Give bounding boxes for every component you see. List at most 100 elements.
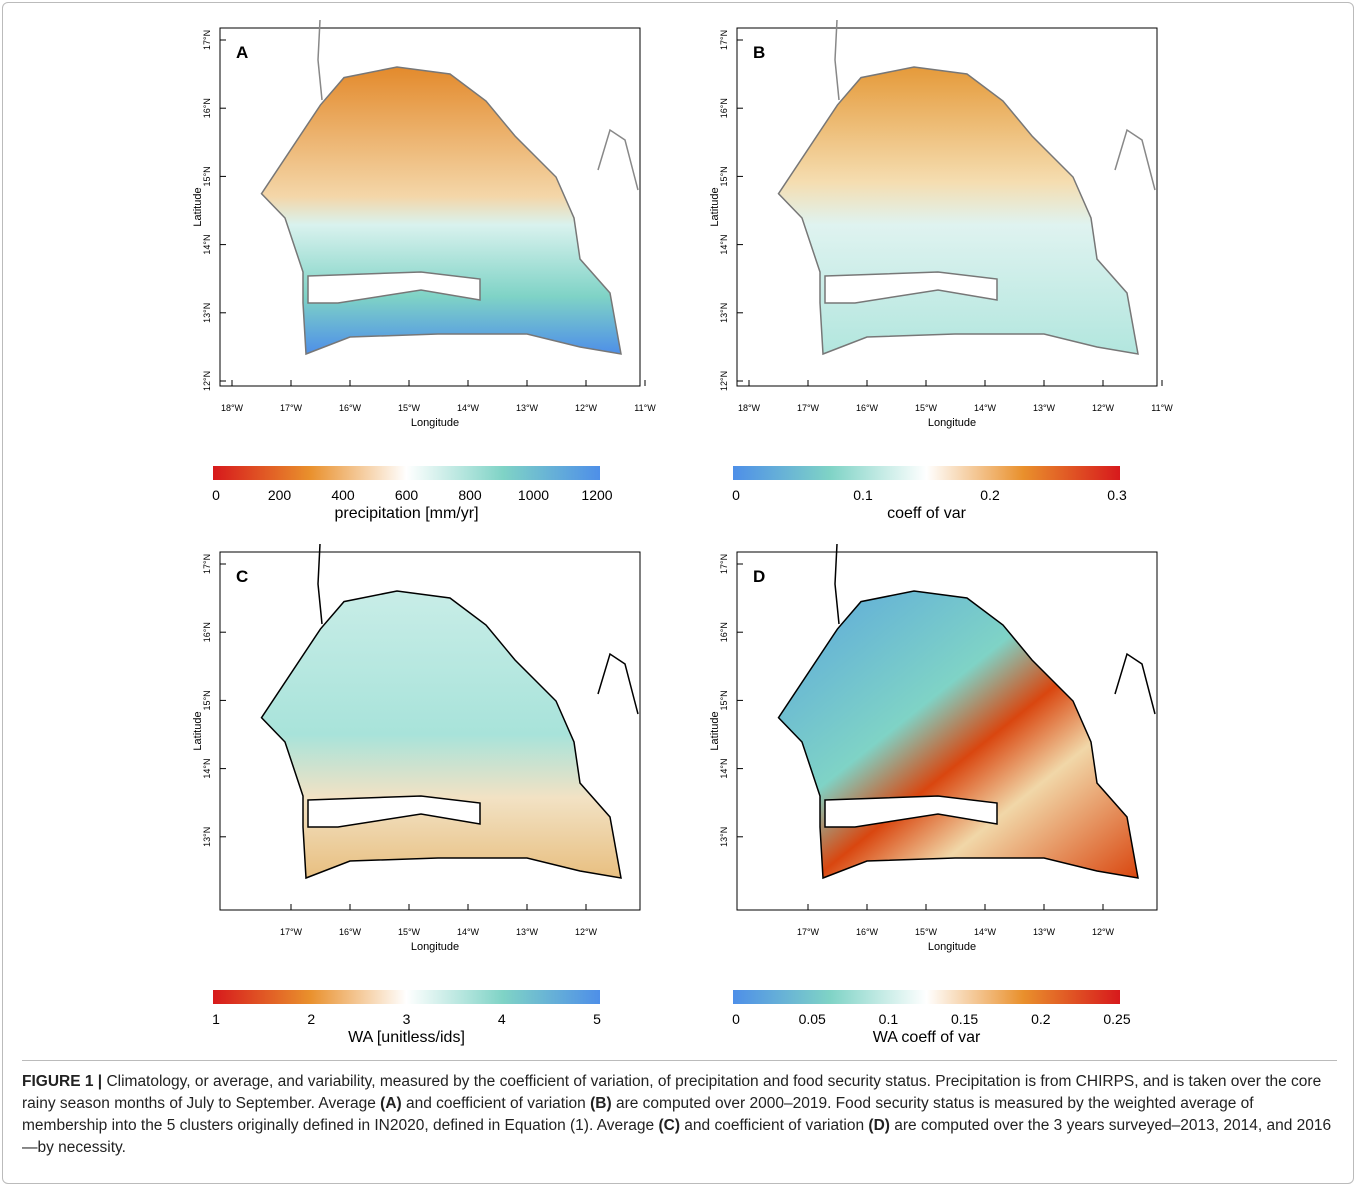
colorbar-tick-label: 5 [593, 1011, 601, 1027]
x-tick-label: 12°W [575, 927, 598, 937]
x-tick-label: 13°W [1033, 403, 1056, 413]
y-tick-label: 13°N [719, 827, 729, 847]
caption-run: Climatology, or average, and variability… [22, 1073, 1322, 1112]
x-tick-label: 15°W [398, 927, 421, 937]
y-tick-label: 17°N [719, 30, 729, 50]
panel-label: D [753, 567, 765, 586]
caption-run: are computed over 2000–2019. Food securi… [22, 1095, 1254, 1134]
border-east [597, 652, 639, 715]
senegal-region [777, 66, 1139, 355]
colorbar-tick-label: 0.15 [951, 1011, 978, 1027]
colorbar-tick-label: 0.25 [1103, 1011, 1130, 1027]
y-tick-label: 17°N [202, 554, 212, 574]
x-tick-label: 15°W [915, 927, 938, 937]
colorbar-tick-label: 0.2 [1031, 1011, 1051, 1027]
colorbar-tick-label: 800 [458, 487, 482, 503]
x-tick-label: 18°W [221, 403, 244, 413]
x-axis-title: Longitude [411, 941, 459, 953]
colorbar-tick-label: 1 [212, 1011, 220, 1027]
colorbar [733, 466, 1120, 480]
map-panel: C 17°W 16°W 15°W 14°W 13°W 12°W Longitude 17°N 16… [192, 543, 641, 1046]
colorbar-tick-label: 0 [212, 487, 220, 503]
colorbar-tick-label: 200 [268, 487, 292, 503]
coastline [834, 19, 840, 101]
y-tick-label: 13°N [202, 827, 212, 847]
coastline [317, 19, 323, 101]
coastline [317, 543, 323, 625]
x-tick-label: 11°W [1151, 403, 1173, 413]
figure: A 18°W 17°W 16°W 15°W 14°W 13°W 12°W 11°W Longitu… [192, 19, 1173, 1046]
panel-label: B [753, 43, 765, 62]
caption: FIGURE 1 | Climatology, or average, and … [22, 1060, 1337, 1159]
y-axis-title: Latitude [709, 711, 721, 750]
x-tick-label: 16°W [856, 927, 879, 937]
map-panel: A 18°W 17°W 16°W 15°W 14°W 13°W 12°W 11°W Longitu… [192, 19, 656, 522]
x-tick-label: 13°W [1033, 927, 1056, 937]
map-frame [736, 551, 1158, 911]
y-tick-label: 15°N [719, 690, 729, 710]
colorbar-tick-label: 0.1 [853, 487, 873, 503]
x-tick-label: 13°W [516, 403, 539, 413]
colorbar-tick-label: 400 [331, 487, 355, 503]
y-axis-title: Latitude [192, 187, 204, 226]
y-tick-label: 16°N [719, 98, 729, 118]
colorbar [733, 990, 1120, 1004]
colorbar-tick-label: 0.2 [980, 487, 1000, 503]
x-tick-label: 17°W [797, 403, 820, 413]
y-tick-label: 16°N [202, 622, 212, 642]
border-east [1114, 652, 1156, 715]
colorbar [213, 466, 600, 480]
x-tick-label: 12°W [1092, 403, 1115, 413]
x-tick-label: 16°W [339, 927, 362, 937]
caption-run: and coefficient of variation [680, 1117, 869, 1134]
x-tick-label: 15°W [398, 403, 421, 413]
senegal-region [260, 66, 622, 355]
x-axis-title: Longitude [411, 417, 459, 429]
caption-run: and coefficient of variation [401, 1095, 591, 1112]
x-tick-label: 16°W [856, 403, 879, 413]
map-panel: B 18°W 17°W 16°W 15°W 14°W 13°W 12°W 11°W Longitu… [709, 19, 1173, 522]
colorbar-tick-label: 0.3 [1107, 487, 1127, 503]
panel-label: A [236, 43, 248, 62]
colorbar-tick-label: 1000 [518, 487, 549, 503]
x-tick-label: 17°W [280, 927, 303, 937]
y-tick-label: 12°N [202, 371, 212, 391]
colorbar-tick-label: 0 [732, 487, 740, 503]
colorbar-tick-label: 0.05 [799, 1011, 826, 1027]
caption-run: (D) [868, 1117, 890, 1134]
x-tick-label: 13°W [516, 927, 539, 937]
x-tick-label: 17°W [280, 403, 303, 413]
y-tick-label: 16°N [719, 622, 729, 642]
colorbar-tick-label: 0 [732, 1011, 740, 1027]
y-tick-label: 16°N [202, 98, 212, 118]
colorbar [213, 990, 600, 1004]
map-frame [736, 27, 1158, 387]
x-tick-label: 11°W [634, 403, 656, 413]
map-frame [219, 27, 641, 387]
x-tick-label: 16°W [339, 403, 362, 413]
y-tick-label: 14°N [202, 235, 212, 255]
y-tick-label: 13°N [202, 303, 212, 323]
border-east [597, 128, 639, 191]
caption-run: (B) [590, 1095, 612, 1112]
x-tick-label: 15°W [915, 403, 938, 413]
y-axis-title: Latitude [192, 711, 204, 750]
colorbar-title: WA coeff of var [873, 1029, 981, 1046]
colorbar-tick-label: 600 [395, 487, 419, 503]
x-axis-title: Longitude [928, 417, 976, 429]
y-axis-title: Latitude [709, 187, 721, 226]
map-frame [219, 551, 641, 911]
colorbar-title: WA [unitless/ids] [348, 1029, 465, 1046]
x-tick-label: 18°W [738, 403, 761, 413]
y-tick-label: 14°N [202, 759, 212, 779]
y-tick-label: 14°N [719, 759, 729, 779]
y-tick-label: 17°N [719, 554, 729, 574]
colorbar-tick-label: 3 [403, 1011, 411, 1027]
border-east [1114, 128, 1156, 191]
caption-run: (A) [380, 1095, 402, 1112]
coastline [834, 543, 840, 625]
x-tick-label: 17°W [797, 927, 820, 937]
senegal-region [260, 590, 622, 879]
